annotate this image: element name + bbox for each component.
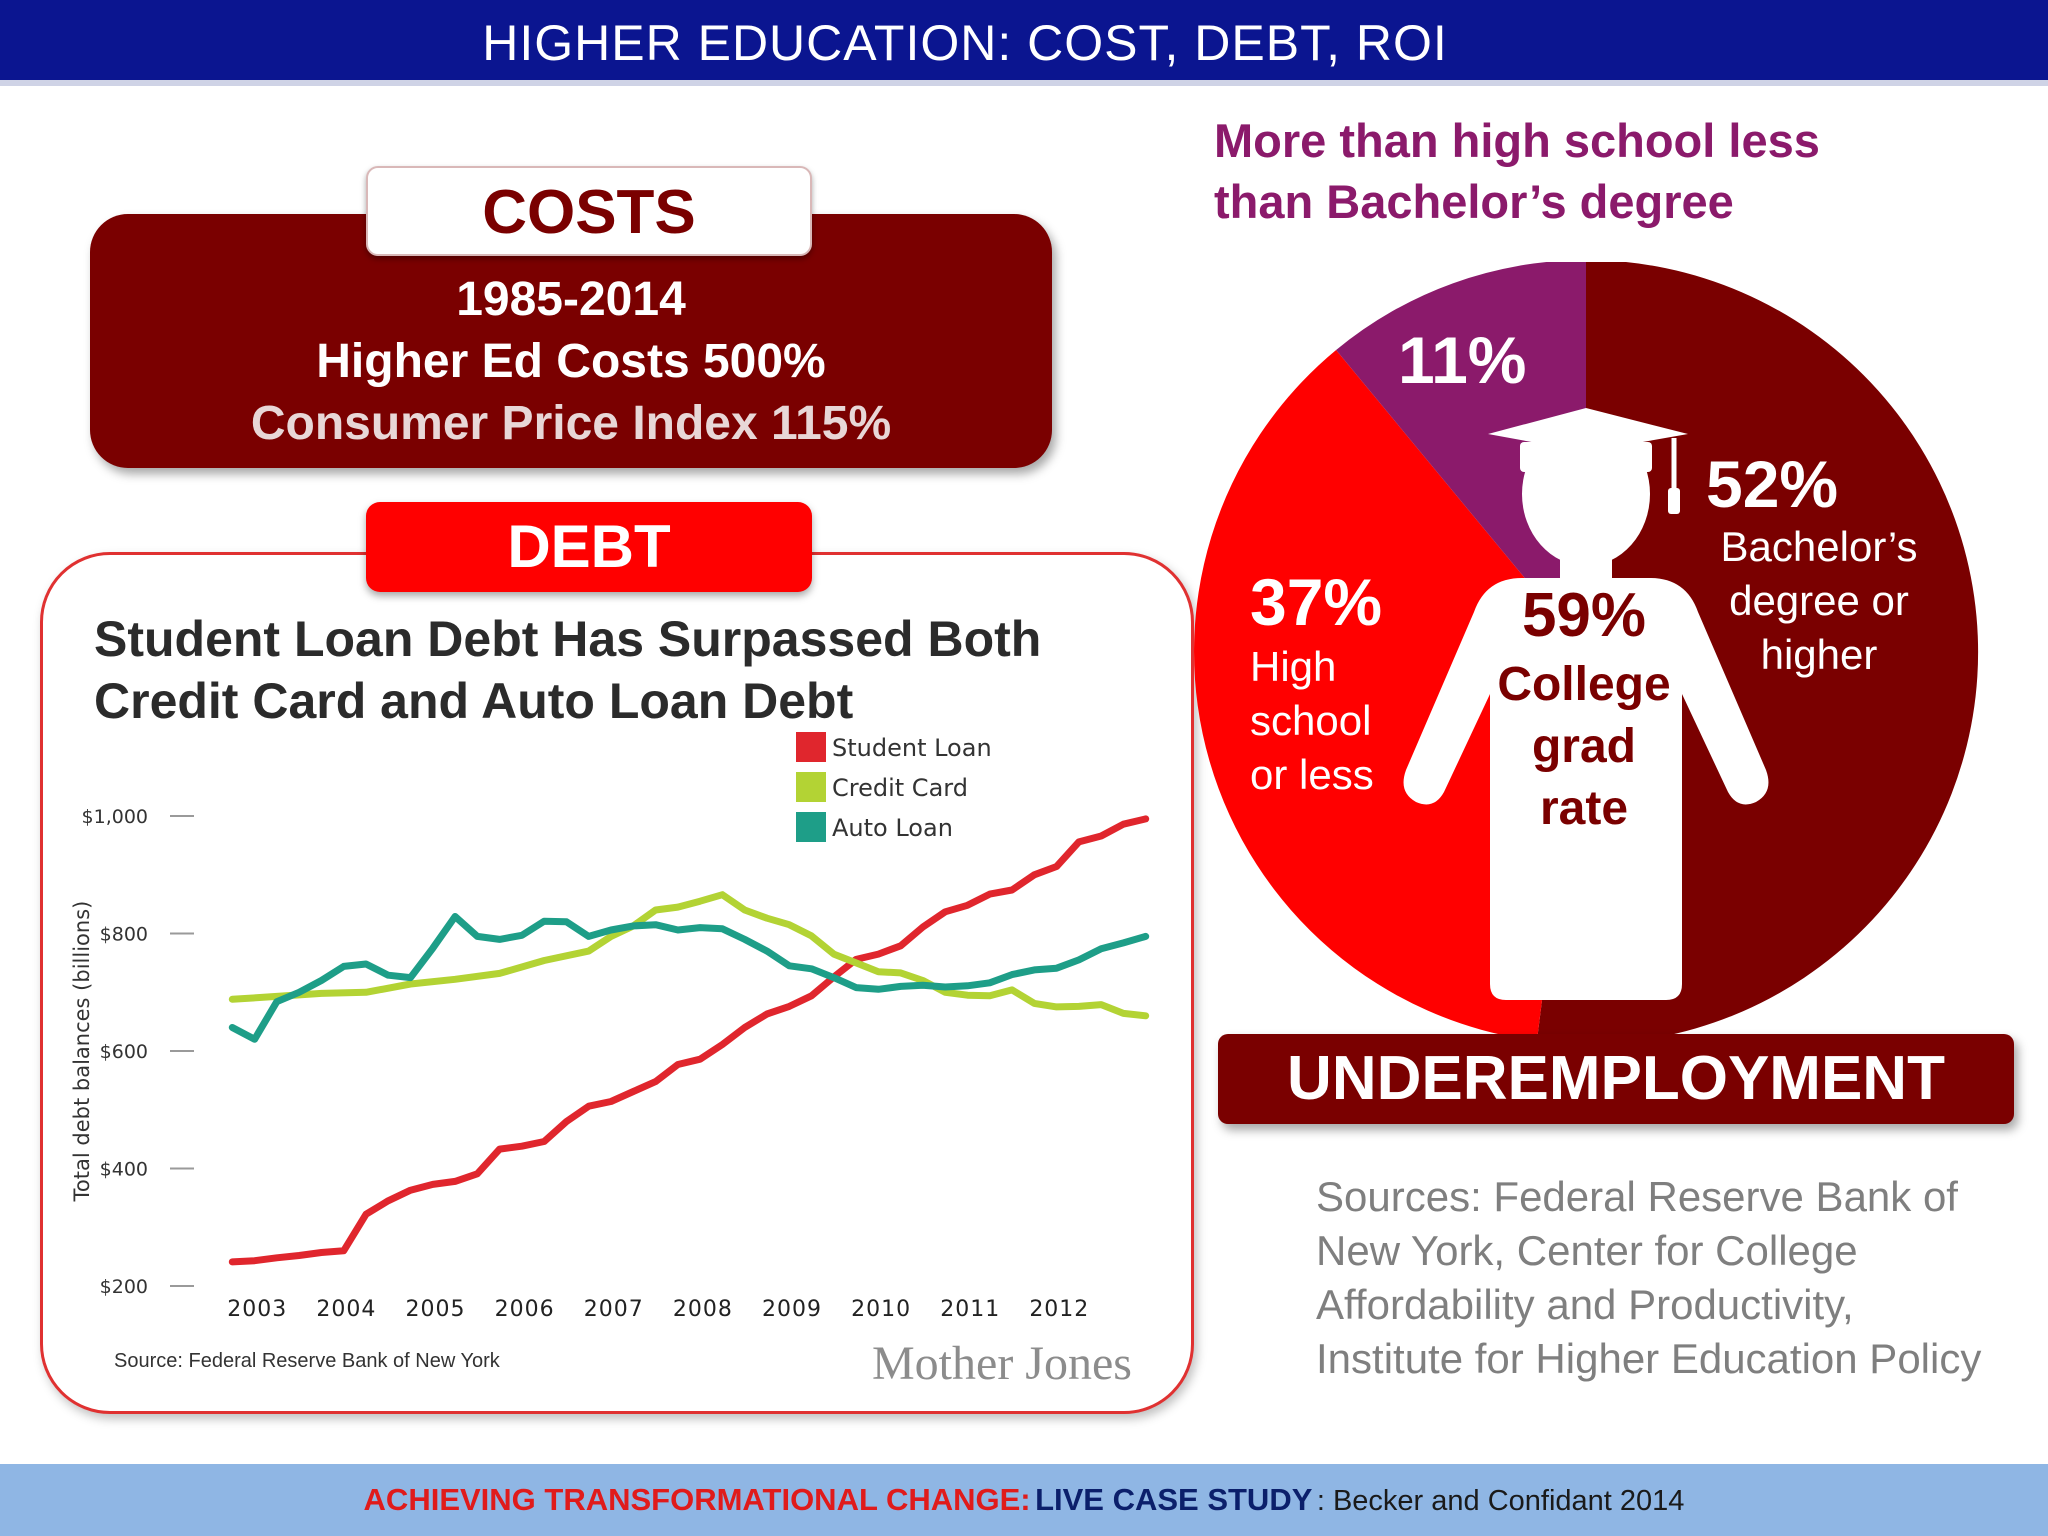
costs-higher-ed: Higher Ed Costs 500%: [316, 335, 826, 388]
debt-tab: DEBT: [366, 502, 812, 592]
pie-desc-37-line: High: [1250, 643, 1337, 690]
pie-heading-line1: More than high school less: [1214, 114, 1820, 167]
x-tick-label: 2009: [762, 1297, 822, 1320]
footer-credit: : Becker and Confidant 2014: [1316, 1485, 1685, 1517]
debt-panel: [40, 552, 1194, 1414]
legend-swatch: [796, 772, 826, 802]
x-tick-label: 2003: [227, 1297, 287, 1320]
series-line-student-loan: [228, 815, 1150, 1266]
header-bar: HIGHER EDUCATION: COST, DEBT, ROI: [0, 0, 2048, 86]
x-tick-label: 2006: [495, 1297, 555, 1320]
grad-rate-desc-line: rate: [1539, 782, 1629, 835]
chart-title-line2: Credit Card and Auto Loan Debt: [94, 673, 854, 729]
slide-title: HIGHER EDUCATION: COST, DEBT, ROI: [482, 15, 1448, 71]
graduate-silhouette-icon: [1403, 408, 1769, 1000]
grad-rate-desc-line: grad: [1531, 720, 1636, 773]
pie-label-37: 37%: [1250, 565, 1383, 639]
costs-panel: [90, 214, 1052, 468]
x-tick-label: 2005: [406, 1297, 466, 1320]
series-line-auto-loan: [228, 913, 1150, 1043]
chart-source: Source: Federal Reserve Bank of New York: [114, 1350, 500, 1372]
y-tick-label: $600: [100, 1041, 148, 1063]
pie-desc-52: Bachelor’s degree or higher: [1706, 520, 1932, 682]
costs-period: 1985-2014: [456, 273, 686, 326]
x-tick-label: 2012: [1029, 1297, 1089, 1320]
legend-swatch: [796, 732, 826, 762]
pie-desc-37-line: or less: [1250, 751, 1374, 798]
grad-rate-desc-line: College: [1497, 658, 1671, 711]
pie-desc-52-line: higher: [1760, 631, 1878, 678]
footer-bar: ACHIEVING TRANSFORMATIONAL CHANGE: LIVE …: [0, 1464, 2048, 1536]
debt-line-chart: Total debt balances (billions) $1,000 $800…: [70, 732, 1150, 1320]
pie-desc-52-line: Bachelor’s: [1720, 523, 1918, 570]
pie-slice: [1194, 350, 1586, 1041]
x-tick-label: 2010: [851, 1297, 911, 1320]
x-tick-label: 2011: [940, 1297, 1000, 1320]
costs-title: COSTS: [482, 178, 696, 247]
pie-slice: [1336, 262, 1586, 652]
pie-desc-52-line: degree or: [1729, 577, 1909, 624]
pie-desc-37: High school or less: [1250, 640, 1450, 802]
legend-label: Credit Card: [832, 774, 968, 802]
footer-title: ACHIEVING TRANSFORMATIONAL CHANGE:: [363, 1482, 1031, 1517]
legend-label: Student Loan: [832, 734, 992, 762]
graduate-head: [1522, 422, 1650, 566]
series-line-credit-card: [228, 891, 1150, 1020]
underemployment-label: UNDEREMPLOYMENT: [1287, 1044, 1945, 1113]
y-tick-label: $1,000: [82, 806, 148, 828]
y-tick-label: $200: [100, 1276, 148, 1298]
education-pie-chart: [1194, 262, 1979, 1042]
legend-label: Auto Loan: [832, 814, 953, 842]
x-tick-label: 2004: [316, 1297, 376, 1320]
y-tick-label: $400: [100, 1159, 148, 1181]
grad-rate-desc: College grad rate: [1464, 654, 1704, 840]
y-tick-label: $800: [100, 924, 148, 946]
chart-title-line1: Student Loan Debt Has Surpassed Both: [94, 611, 1042, 667]
underemployment-bar: UNDEREMPLOYMENT: [1218, 1034, 2014, 1124]
grad-rate-value: 59%: [1521, 581, 1647, 650]
sources-text: Sources: Federal Reserve Bank of New Yor…: [1316, 1173, 1982, 1382]
pie-label-52: 52%: [1706, 447, 1839, 521]
brand-logo: Mother Jones: [872, 1337, 1132, 1390]
graduate-body: [1403, 578, 1769, 1000]
tassel: [1668, 488, 1680, 514]
x-tick-label: 2008: [673, 1297, 733, 1320]
legend-swatch: [796, 812, 826, 842]
footer-subtitle: LIVE CASE STUDY: [1035, 1482, 1313, 1517]
debt-title: DEBT: [507, 513, 671, 580]
costs-cpi: Consumer Price Index 115%: [250, 397, 892, 450]
pie-desc-37-line: school: [1250, 697, 1372, 744]
x-tick-label: 2007: [584, 1297, 644, 1320]
pie-label-11: 11%: [1398, 323, 1527, 397]
costs-tab: COSTS: [366, 166, 812, 256]
pie-heading-line2: than Bachelor’s degree: [1214, 175, 1734, 228]
y-axis-title: Total debt balances (billions): [70, 901, 94, 1203]
